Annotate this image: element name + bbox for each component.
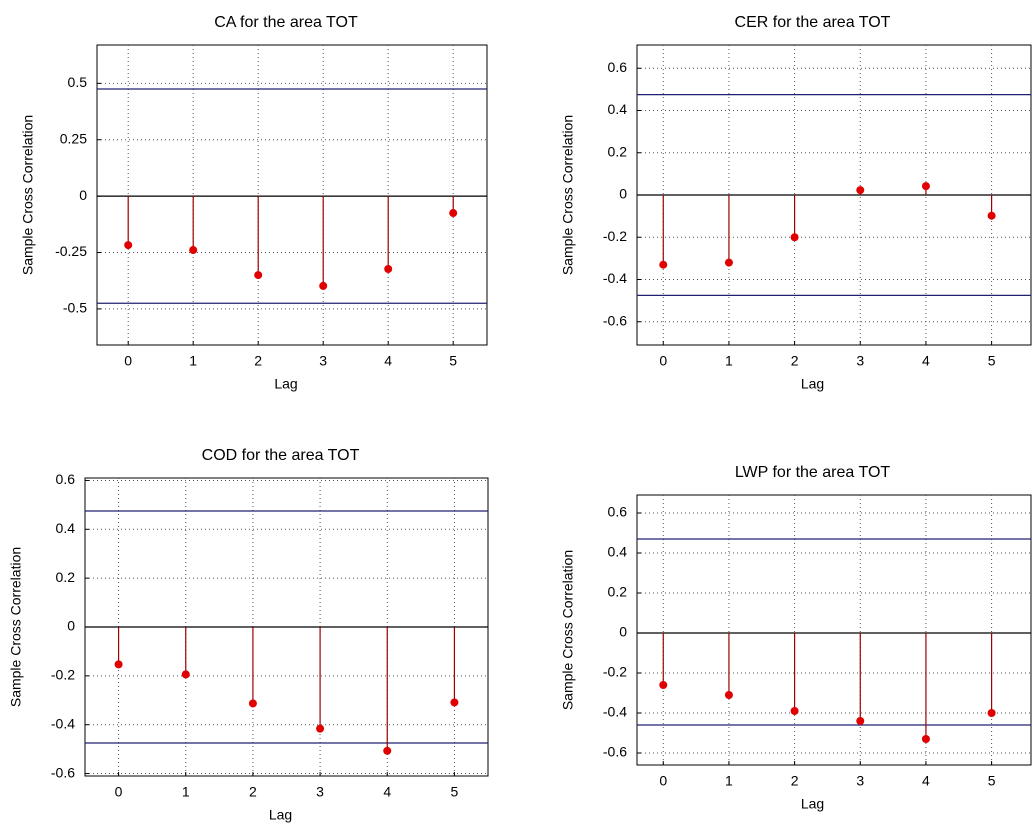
stem-marker xyxy=(319,281,328,290)
x-tick-label: 2 xyxy=(254,353,262,369)
y-tick-label: 0.2 xyxy=(608,584,628,600)
x-tick-label: 1 xyxy=(182,784,190,800)
x-tick-label: 5 xyxy=(451,784,459,800)
y-tick-label: -0.2 xyxy=(603,228,627,244)
y-tick-label: 0.4 xyxy=(608,101,628,117)
x-tick-label: 1 xyxy=(189,353,197,369)
stem-marker xyxy=(856,717,865,725)
chart-title: CER for the area TOT xyxy=(735,14,891,31)
y-tick-label: 0.5 xyxy=(68,74,88,90)
y-tick-label: -0.4 xyxy=(603,704,627,720)
y-tick-label: 0.25 xyxy=(60,130,87,146)
stem-marker xyxy=(181,670,190,679)
x-tick-label: 0 xyxy=(124,353,132,369)
y-axis-label: Sample Cross Correlation xyxy=(20,115,36,275)
stem-marker xyxy=(114,660,123,669)
chart-title: CA for the area TOT xyxy=(214,14,358,31)
y-tick-label: -0.5 xyxy=(63,300,87,316)
y-tick-label: -0.25 xyxy=(55,243,87,259)
y-axis-label: Sample Cross Correlation xyxy=(560,115,576,275)
x-axis-label: Lag xyxy=(269,807,292,823)
x-tick-label: 4 xyxy=(922,773,930,789)
y-tick-label: 0.6 xyxy=(608,59,628,75)
stem-marker xyxy=(383,746,392,755)
x-axis-label: Lag xyxy=(801,376,824,392)
y-tick-label: 0.4 xyxy=(56,520,76,536)
y-tick-label: 0.2 xyxy=(608,143,628,159)
y-tick-label: 0 xyxy=(619,186,627,202)
chart-title: LWP for the area TOT xyxy=(735,464,891,481)
x-tick-label: 2 xyxy=(791,773,799,789)
x-tick-label: 0 xyxy=(659,353,667,369)
x-tick-label: 1 xyxy=(725,353,733,369)
y-tick-label: -0.6 xyxy=(603,744,627,760)
x-tick-label: 0 xyxy=(659,773,667,789)
stem-marker xyxy=(248,699,257,708)
stem-marker xyxy=(316,724,325,733)
x-tick-label: 5 xyxy=(449,353,457,369)
plot-area xyxy=(636,494,1032,766)
x-tick-label: 5 xyxy=(988,353,996,369)
stem-marker xyxy=(384,264,393,273)
stem-marker xyxy=(856,186,865,195)
plot-area xyxy=(96,44,488,346)
x-tick-label: 4 xyxy=(383,784,391,800)
stem-marker xyxy=(921,735,930,743)
stem-marker xyxy=(254,271,263,280)
y-tick-label: -0.4 xyxy=(51,715,75,731)
y-tick-label: -0.6 xyxy=(603,312,627,328)
x-tick-label: 5 xyxy=(988,773,996,789)
y-tick-label: 0 xyxy=(79,187,87,203)
x-axis-label: Lag xyxy=(274,376,297,392)
y-tick-label: -0.6 xyxy=(51,764,75,780)
y-tick-label: 0.4 xyxy=(608,544,628,560)
x-axis-label: Lag xyxy=(801,796,824,812)
stem-marker xyxy=(724,258,733,267)
stem-marker xyxy=(449,209,458,218)
stem-marker xyxy=(124,241,133,250)
stem-marker xyxy=(659,260,668,269)
y-axis-label: Sample Cross Correlation xyxy=(8,547,24,707)
x-tick-label: 3 xyxy=(319,353,327,369)
stem-marker xyxy=(450,698,459,707)
x-tick-label: 2 xyxy=(791,353,799,369)
stem-marker xyxy=(790,707,799,715)
x-tick-label: 2 xyxy=(249,784,257,800)
stem-marker xyxy=(921,182,930,191)
x-tick-label: 1 xyxy=(725,773,733,789)
stem-marker xyxy=(987,709,996,717)
stem-marker xyxy=(790,233,799,242)
chart-title: COD for the area TOT xyxy=(202,447,360,464)
stem-marker xyxy=(724,691,733,699)
y-tick-label: 0 xyxy=(619,624,627,640)
stem-marker xyxy=(189,246,198,255)
x-tick-label: 3 xyxy=(856,773,864,789)
x-tick-label: 3 xyxy=(856,353,864,369)
y-tick-label: 0.6 xyxy=(608,504,628,520)
y-tick-label: -0.2 xyxy=(51,667,75,683)
x-tick-label: 4 xyxy=(384,353,392,369)
x-tick-label: 0 xyxy=(115,784,123,800)
y-axis-label: Sample Cross Correlation xyxy=(560,550,576,710)
y-tick-label: 0.6 xyxy=(56,471,76,487)
x-tick-label: 4 xyxy=(922,353,930,369)
y-tick-label: -0.2 xyxy=(603,664,627,680)
x-tick-label: 3 xyxy=(316,784,324,800)
stem-marker xyxy=(659,681,668,689)
stem-marker xyxy=(987,211,996,220)
y-tick-label: -0.4 xyxy=(603,270,627,286)
y-tick-label: 0.2 xyxy=(56,569,76,585)
y-tick-label: 0 xyxy=(67,618,75,634)
